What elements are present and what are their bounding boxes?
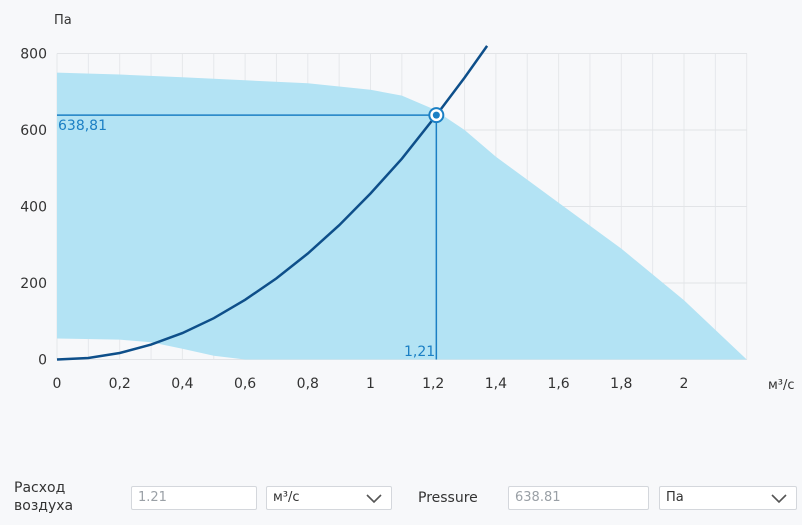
airflow-unit-select[interactable]: м³/с [266,486,392,510]
y-tick-label: 0 [38,353,47,369]
x-tick-label: 1,2 [422,376,444,392]
x-tick-label: 1,6 [547,376,569,392]
y-tick-label: 400 [20,200,47,216]
fan-curve-chart: 0 200 400 600 800 0 0,2 0,4 0,6 0,8 1 1,2 1,4 1,6 1,8… [20,13,795,393]
x-tick-label: 0,4 [171,376,193,392]
operating-point-dot [432,111,440,119]
x-tick-label: 0,2 [109,376,131,392]
airflow-unit-value: м³/с [273,490,300,505]
x-tick-label: 0 [53,376,62,392]
y-tick-label: 200 [20,276,47,292]
x-tick-label: 1 [366,376,375,392]
x-tick-label: 2 [680,376,689,392]
chevron-down-icon [771,494,787,504]
pressure-input[interactable]: 638.81 [508,486,649,510]
pressure-unit-value: Па [666,490,684,505]
fan-operating-area [57,72,747,360]
airflow-label: Расход воздуха [14,480,74,514]
system-curve [56,45,489,361]
x-tick-label: 0,8 [297,376,319,392]
y-axis-unit: Па [54,13,72,28]
pressure-label: Pressure [418,490,478,506]
operating-point-marker [428,107,445,124]
y-tick-label: 800 [20,47,47,63]
x-tick-labels: 0 0,2 0,4 0,6 0,8 1 1,2 1,4 1,6 1,8 2 [53,376,689,392]
operating-point-guides [57,114,438,360]
y-tick-labels: 0 200 400 600 800 [20,47,47,369]
x-tick-label: 1,4 [485,376,507,392]
operating-point-y-label: 638,81 [58,118,107,134]
x-tick-label: 0,6 [234,376,256,392]
airflow-input[interactable]: 1.21 [131,486,257,510]
operating-point-x-label: 1,21 [404,344,435,360]
x-tick-label: 1,8 [610,376,632,392]
controls-bar: Расход воздуха 1.21 м³/с Pressure 638.81… [0,470,802,525]
chevron-down-icon [366,494,382,504]
x-axis-unit: м³/с [768,378,795,393]
y-tick-label: 600 [20,123,47,139]
pressure-unit-select[interactable]: Па [659,486,797,510]
